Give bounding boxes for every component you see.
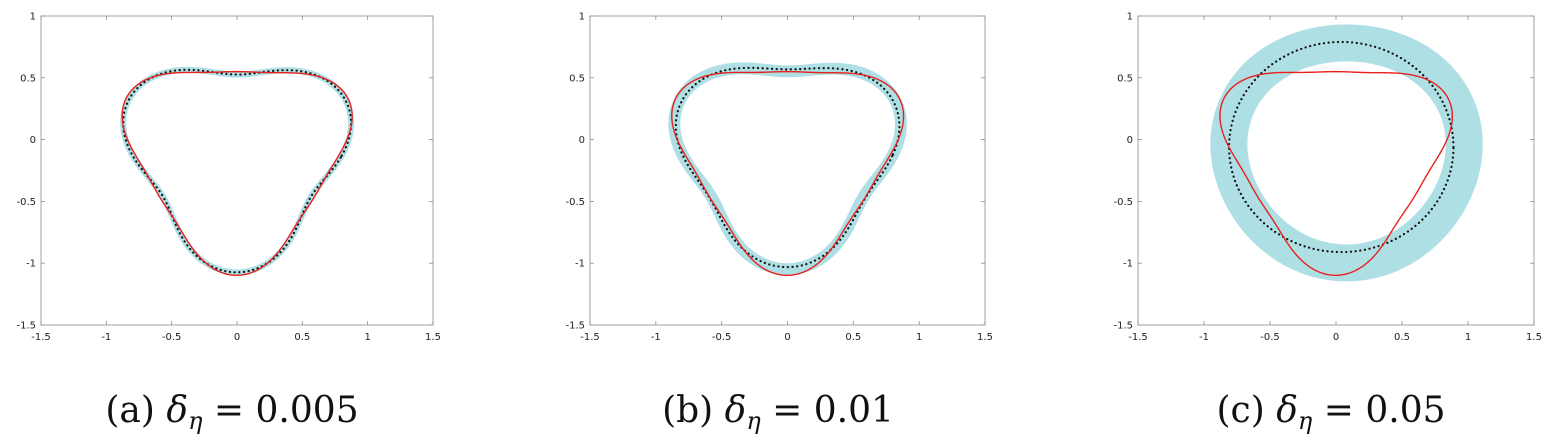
- x-tick-label: -1.5: [1128, 332, 1148, 343]
- caption-equals: =: [761, 390, 814, 431]
- y-tick-label: -1.5: [1113, 321, 1133, 332]
- caption-symbol: δ: [166, 390, 188, 431]
- panel-a: -1.5 -1 -0.5 0 0.5 1 1.5 1 0.5 0 -0.5 -1 -1.5 (a) δη …: [16, 12, 440, 436]
- panel-caption: (b) δη = 0.01: [662, 390, 894, 435]
- x-tick-label: 1.5: [977, 332, 993, 343]
- x-tick-label: 0.5: [1394, 332, 1410, 343]
- x-tick-label: 1: [364, 332, 370, 343]
- caption-symbol: δ: [725, 390, 747, 431]
- x-tick-label: 0: [784, 332, 790, 343]
- x-tick-label: 1.5: [1526, 332, 1542, 343]
- caption-equals: =: [1312, 390, 1365, 431]
- panel-b: -1.5 -1 -0.5 0 0.5 1 1.5 1 0.5 0 -0.5 -1 -1.5 (b) δη …: [565, 12, 992, 436]
- axes-box: [589, 15, 986, 326]
- y-tick-label: 1: [1127, 12, 1133, 23]
- x-tick-label: -0.5: [712, 332, 732, 343]
- caption-subscript: η: [188, 407, 203, 435]
- x-tick-label: 0: [1333, 332, 1339, 343]
- caption-equals: =: [202, 390, 255, 431]
- caption-value: 0.01: [814, 390, 894, 431]
- x-tick-label: -0.5: [162, 332, 182, 343]
- x-tick-label: 1: [916, 332, 922, 343]
- y-tick-label: -1: [1123, 259, 1133, 270]
- caption-subscript: η: [1298, 407, 1313, 435]
- curves-group: [668, 62, 907, 277]
- x-tick-label: -1: [1199, 332, 1209, 343]
- exact-boundary-line: [121, 70, 353, 277]
- caption-value: 0.005: [256, 390, 359, 431]
- x-tick-label: 0.5: [845, 332, 861, 343]
- caption-label: (a): [105, 390, 166, 431]
- y-tick-label: 0: [30, 135, 36, 146]
- y-tick-label: 0: [1127, 135, 1133, 146]
- reconstruction-dotted-line: [674, 66, 901, 269]
- y-tick-label: 0: [579, 135, 585, 146]
- panel-c: -1.5 -1 -0.5 0 0.5 1 1.5 1 0.5 0 -0.5 -1 -1.5 (c) δη …: [1113, 12, 1541, 436]
- y-tick-label: -0.5: [565, 197, 585, 208]
- y-tick-label: 0.5: [569, 73, 585, 84]
- y-tick-label: -0.5: [16, 197, 36, 208]
- y-tick-label: 0.5: [20, 73, 36, 84]
- x-tick-label: 1.5: [425, 332, 441, 343]
- caption-label: (b): [662, 390, 725, 431]
- x-tick-label: -1.5: [31, 332, 51, 343]
- x-tick-label: 0: [234, 332, 240, 343]
- y-tick-label: 1: [579, 12, 585, 23]
- y-tick-label: 0.5: [1117, 73, 1133, 84]
- y-tick-label: -1: [26, 259, 36, 270]
- x-tick-label: 1: [1465, 332, 1471, 343]
- reconstruction-dotted-line: [1227, 40, 1455, 254]
- caption-value: 0.05: [1365, 390, 1445, 431]
- x-tick-label: -0.5: [1260, 332, 1280, 343]
- y-tick-label: -0.5: [1113, 197, 1133, 208]
- y-tick-label: -1.5: [565, 321, 585, 332]
- x-tick-label: -1.5: [580, 332, 600, 343]
- x-tick-label: 0.5: [294, 332, 310, 343]
- x-tick-label: -1: [101, 332, 111, 343]
- y-tick-label: -1: [575, 259, 585, 270]
- caption-subscript: η: [746, 407, 761, 435]
- axes-box: [40, 15, 434, 326]
- exact-boundary-line: [671, 70, 905, 277]
- panel-caption: (a) δη = 0.005: [105, 390, 358, 435]
- panel-caption: (c) δη = 0.05: [1217, 390, 1446, 435]
- curves-group: [1210, 24, 1483, 282]
- y-tick-label: -1.5: [16, 321, 36, 332]
- reconstruction-dotted-line: [122, 68, 353, 274]
- caption-symbol: δ: [1276, 390, 1298, 431]
- uncertainty-band: [1210, 24, 1483, 282]
- y-tick-label: 1: [30, 12, 36, 23]
- caption-label: (c): [1217, 390, 1277, 431]
- exact-boundary-line: [1219, 70, 1454, 277]
- curves-group: [120, 66, 355, 277]
- x-tick-label: -1: [651, 332, 661, 343]
